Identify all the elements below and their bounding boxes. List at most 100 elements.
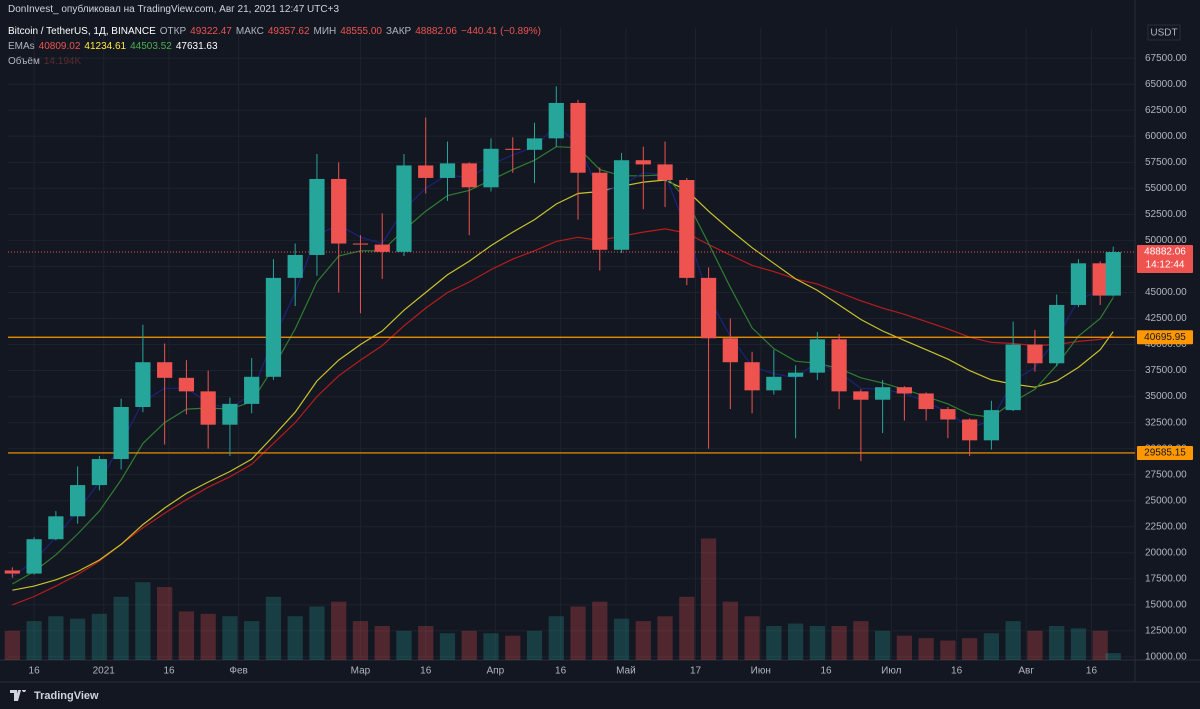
x-tick-label: 16 xyxy=(1086,666,1098,677)
candle-body xyxy=(309,178,325,255)
y-tick-label: 32500.00 xyxy=(1145,417,1187,428)
candle-body xyxy=(809,339,825,373)
volume-bar xyxy=(70,618,86,660)
volume-bar xyxy=(875,630,891,660)
volume-bar xyxy=(287,616,303,660)
footer: TradingView xyxy=(0,682,1200,709)
ema-value: 47631.63 xyxy=(175,41,218,52)
volume-bar xyxy=(244,621,260,660)
volume-bar xyxy=(461,630,477,660)
volume-bar xyxy=(352,621,369,660)
x-tick-label: Июн xyxy=(751,666,771,677)
volume-bar xyxy=(548,616,564,660)
volume-bar xyxy=(613,618,630,660)
y-tick-label: 10000.00 xyxy=(1145,652,1187,663)
y-tick-label: 62500.00 xyxy=(1145,105,1187,116)
volume-bar xyxy=(592,601,608,660)
y-tick-label: 55000.00 xyxy=(1145,183,1187,194)
currency: USDT xyxy=(1150,28,1177,39)
high: 49357.62 xyxy=(267,26,310,37)
x-tick-label: 17 xyxy=(690,666,702,677)
candle-body xyxy=(505,148,521,150)
volume-bar xyxy=(722,601,738,660)
volume-bar xyxy=(635,621,651,660)
candle-body xyxy=(700,277,717,339)
y-tick-label: 27500.00 xyxy=(1145,469,1187,480)
volume-bar xyxy=(853,621,869,660)
volume-bar xyxy=(309,606,325,660)
candle-body xyxy=(265,277,282,377)
candle-body xyxy=(570,102,586,173)
x-tick-label: Мар xyxy=(351,666,371,677)
logo xyxy=(10,690,26,701)
symbol: Bitcoin / TetherUS, 1Д, BINANCE xyxy=(8,26,156,37)
volume-bar xyxy=(48,616,64,660)
level-label: 40695.95 xyxy=(1144,332,1186,343)
candle-body xyxy=(70,485,86,517)
candle-body xyxy=(548,102,564,139)
last-price-label: 48882.06 xyxy=(1144,247,1186,258)
volume-bar xyxy=(983,633,1000,660)
volume-bar xyxy=(331,601,347,660)
x-tick-label: 16 xyxy=(29,666,41,677)
candle-body xyxy=(91,459,107,486)
volume-bar xyxy=(744,616,760,660)
y-tick-label: 12500.00 xyxy=(1145,625,1187,636)
header: DonInvest_ опубликовал на TradingView.co… xyxy=(8,4,339,15)
candle-body xyxy=(940,409,956,420)
ema-value: 41234.61 xyxy=(84,41,127,52)
y-tick-label: 35000.00 xyxy=(1145,391,1187,402)
volume-bar xyxy=(700,538,717,660)
candle-body xyxy=(244,376,260,404)
x-tick-label: Авг xyxy=(1018,666,1034,677)
volume-bar xyxy=(505,635,521,660)
currency-box xyxy=(1147,24,1181,41)
y-tick-label: 25000.00 xyxy=(1145,495,1187,506)
x-tick-label: 16 xyxy=(420,666,432,677)
volume-bar xyxy=(896,635,912,660)
y-tick-label: 45000.00 xyxy=(1145,287,1187,298)
x-tick-label: Май xyxy=(616,666,636,677)
y-tick-label: 65000.00 xyxy=(1145,79,1187,90)
legend-volume: Объём 14.194K xyxy=(8,56,81,67)
candle-body xyxy=(918,393,934,410)
publisher: DonInvest_ опубликовал на TradingView.co… xyxy=(8,4,340,15)
y-tick-label: 22500.00 xyxy=(1145,521,1187,532)
candle-body xyxy=(287,254,303,278)
candle-body xyxy=(744,362,760,391)
x-tick-label: 16 xyxy=(820,666,832,677)
x-tick-label: 2021 xyxy=(93,666,116,677)
ema-line xyxy=(12,146,1114,585)
close-name: ЗАКР xyxy=(386,26,412,37)
candle-body xyxy=(896,387,912,394)
volume-bar xyxy=(396,630,412,660)
candle-body xyxy=(526,138,543,150)
volume-bar xyxy=(809,625,825,660)
volume-bar xyxy=(439,633,456,660)
high-name: МАКС xyxy=(235,26,264,37)
candle-body xyxy=(875,387,891,400)
level-label-box xyxy=(1137,445,1193,460)
last-price-box xyxy=(1137,245,1193,274)
candle-body xyxy=(439,163,456,178)
volume-bar xyxy=(1092,630,1108,660)
volume-bar xyxy=(178,611,195,660)
candle-body xyxy=(983,410,1000,441)
volume-bar xyxy=(1049,625,1065,660)
candle-body xyxy=(766,376,782,391)
candle-body xyxy=(418,165,434,178)
candle-body xyxy=(331,178,347,244)
candle-body xyxy=(1105,252,1121,296)
x-tick-label: 16 xyxy=(555,666,567,677)
candle-body xyxy=(1092,263,1108,296)
countdown: 14:12:44 xyxy=(1146,260,1185,271)
candle-body xyxy=(722,338,738,363)
volume-bar xyxy=(1005,621,1021,660)
volume-bar xyxy=(222,616,238,660)
candle-body xyxy=(657,164,673,181)
x-tick-label: 16 xyxy=(951,666,963,677)
y-tick-label: 15000.00 xyxy=(1145,599,1187,610)
open: 49322.47 xyxy=(190,26,232,37)
